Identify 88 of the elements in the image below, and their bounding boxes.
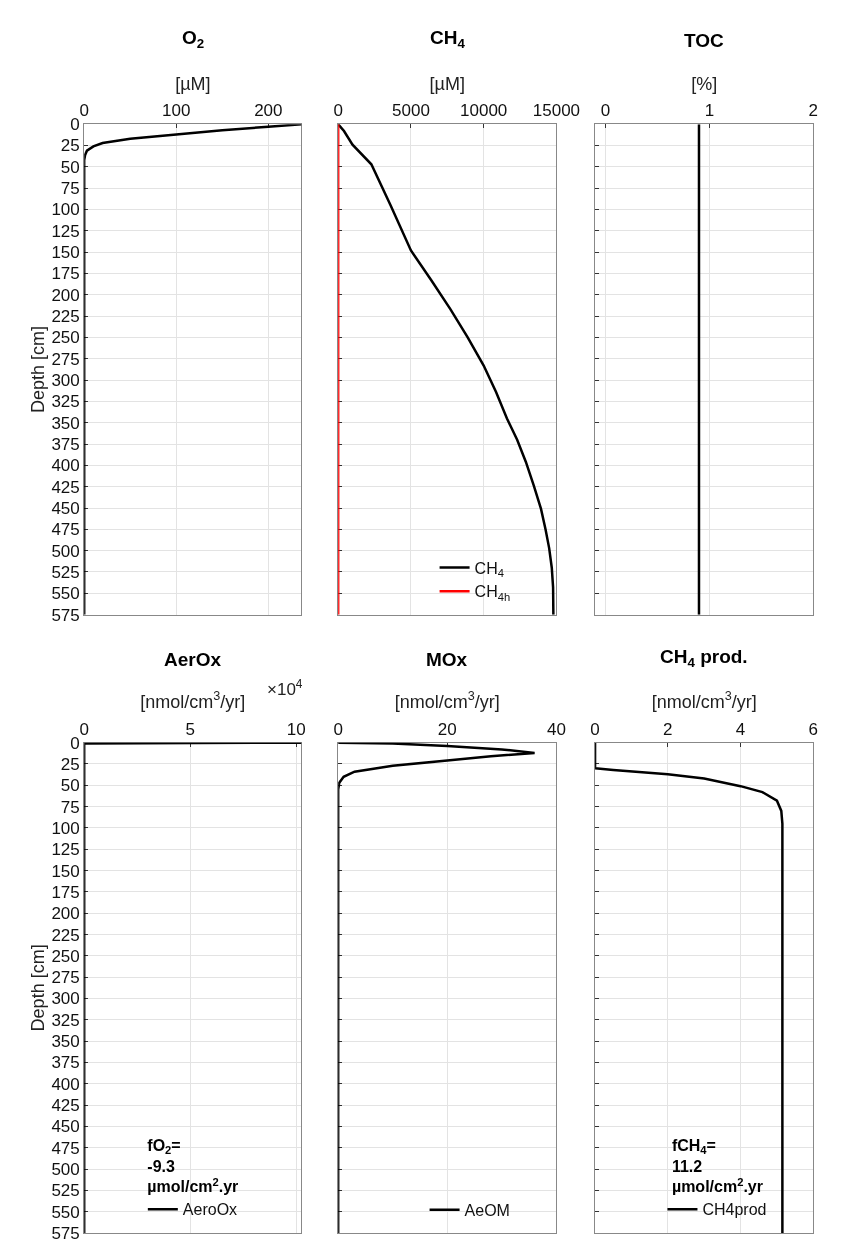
chart-title: O$_{2}$ (182, 27, 205, 51)
chart-title: MOx (426, 649, 468, 670)
chart-title: AerOx (164, 649, 222, 670)
x-axis-title: [µM] (175, 73, 211, 94)
y-tick-label: 425 (51, 1096, 80, 1116)
chart-title: TOC (684, 30, 725, 51)
x-tick-label: 0 (590, 719, 600, 739)
y-tick-label: 425 (51, 477, 80, 497)
y-tick-label: 500 (51, 1160, 80, 1180)
x-axis-title: [nmol/cm$^{3}$/yr] (140, 689, 246, 713)
legend-label: CH$_{4}$ (474, 559, 504, 579)
y-tick-label: 225 (51, 925, 80, 945)
legend-title: fO$_{2}$= -9.3 µmol/cm$^{2}$.yr (147, 1136, 239, 1196)
y-tick-label: 125 (51, 221, 80, 241)
y-tick-label: 75 (60, 179, 80, 199)
x-tick-label: 2 (808, 101, 819, 121)
y-axis-title: Depth [cm] (27, 944, 48, 1032)
x-tick-label: 2 (663, 719, 673, 739)
x-tick-label: 5000 (392, 101, 430, 121)
y-tick-label: 400 (51, 1074, 80, 1094)
y-tick-label: 300 (51, 989, 80, 1009)
legend-label: AeroOx (182, 1201, 238, 1219)
x-axis-title: [%] (691, 73, 718, 94)
x-tick-label: 10 (286, 719, 306, 739)
y-tick-label: 575 (51, 605, 80, 625)
y-tick-label: 400 (51, 456, 80, 476)
y-tick-label: 325 (51, 1010, 80, 1030)
x-tick-label: 1 (704, 101, 715, 121)
y-tick-label: 100 (51, 200, 80, 220)
y-tick-label: 325 (51, 392, 80, 412)
y-tick-label: 375 (51, 435, 80, 455)
x-tick-label: 100 (162, 101, 191, 121)
y-tick-label: 450 (51, 498, 80, 518)
legend-label: AeOM (464, 1202, 510, 1220)
y-tick-label: 175 (51, 882, 80, 902)
x-tick-label: 6 (808, 719, 819, 739)
y-tick-label: 150 (51, 243, 80, 263)
x-tick-label: 0 (333, 101, 343, 121)
y-tick-label: 525 (51, 1181, 80, 1201)
y-tick-label: 25 (60, 754, 80, 774)
y-tick-label: 250 (51, 946, 80, 966)
chart-title: CH$_{4}$ (430, 27, 466, 51)
x-tick-label: 40 (546, 719, 566, 739)
y-tick-label: 75 (60, 797, 80, 817)
y-tick-label: 250 (51, 328, 80, 348)
y-tick-label: 575 (51, 1224, 80, 1244)
text: ×10$^{4}$ (267, 677, 303, 700)
x-tick-label: 200 (254, 101, 283, 121)
x-tick-label: 4 (735, 719, 746, 739)
y-tick-label: 0 (70, 115, 80, 135)
legend-label: CH$_{4h}$ (474, 583, 511, 603)
x-tick-label: 15000 (532, 101, 581, 121)
y-tick-label: 100 (51, 818, 80, 838)
legend-label: CH4prod (702, 1201, 767, 1219)
y-tick-label: 550 (51, 1202, 80, 1222)
y-tick-label: 275 (51, 968, 80, 988)
y-tick-label: 275 (51, 349, 80, 369)
x-tick-label: 5 (185, 719, 195, 739)
y-tick-label: 475 (51, 1138, 80, 1158)
y-tick-label: 50 (60, 776, 80, 796)
y-tick-label: 550 (51, 584, 80, 604)
x-axis-title: [µM] (429, 73, 465, 94)
y-tick-label: 350 (51, 1032, 80, 1052)
legend-title: fCH$_{4}$= 11.2 µmol/cm$^{2}$.yr (671, 1136, 763, 1196)
y-tick-label: 25 (60, 136, 80, 156)
x-tick-label: 10000 (460, 101, 508, 121)
x-tick-label: 0 (333, 719, 343, 739)
y-tick-label: 200 (51, 285, 80, 305)
y-axis-title: Depth [cm] (27, 325, 48, 413)
y-tick-label: 525 (51, 562, 80, 582)
y-tick-label: 300 (51, 371, 80, 391)
y-tick-label: 450 (51, 1117, 80, 1137)
x-tick-label: 20 (437, 719, 457, 739)
y-tick-label: 175 (51, 264, 80, 284)
y-tick-label: 50 (60, 157, 80, 177)
y-tick-label: 500 (51, 541, 80, 561)
y-tick-label: 0 (70, 733, 80, 753)
x-axis-title: [nmol/cm$^{3}$/yr] (651, 689, 757, 713)
x-axis-title: [nmol/cm$^{3}$/yr] (394, 689, 500, 713)
y-tick-label: 150 (51, 861, 80, 881)
y-tick-label: 475 (51, 520, 80, 540)
x-tick-label: 0 (600, 101, 611, 121)
y-tick-label: 125 (51, 840, 80, 860)
y-tick-label: 375 (51, 1053, 80, 1073)
chart-title: CH$_{4}$ prod. (660, 646, 748, 670)
y-tick-label: 350 (51, 413, 80, 433)
y-tick-label: 225 (51, 307, 80, 327)
y-tick-label: 200 (51, 904, 80, 924)
